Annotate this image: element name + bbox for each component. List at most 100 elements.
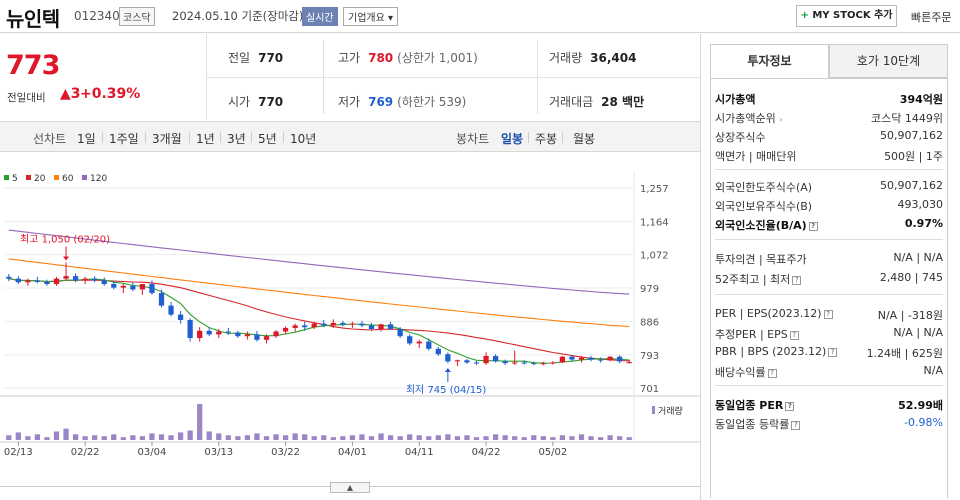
chevron-right-icon[interactable]: › bbox=[779, 115, 783, 124]
candle-body bbox=[92, 278, 98, 281]
price-chart[interactable]: 5 20 60 120 거래량 1,257 1,164 1,072 979 886 793 701… bbox=[0, 152, 700, 482]
row-value: 2,480 | 745 bbox=[879, 271, 943, 284]
high-arrow-head bbox=[63, 256, 70, 261]
volume-bar bbox=[378, 433, 384, 440]
row-divider bbox=[715, 385, 943, 386]
help-icon[interactable]: ? bbox=[785, 402, 795, 411]
high-annotation: 최고 1,050 (02/20) bbox=[20, 233, 110, 245]
volume-bar bbox=[521, 437, 527, 440]
stat-prev-label: 전일 bbox=[228, 51, 251, 65]
volume-bar bbox=[426, 436, 432, 440]
stat-amount-value: 28 백만 bbox=[601, 95, 645, 109]
help-icon[interactable]: ? bbox=[789, 331, 799, 340]
stock-name: 뉴인텍 bbox=[6, 7, 60, 31]
volume-bar bbox=[120, 437, 126, 440]
legend-swatch-20 bbox=[26, 175, 31, 180]
x-tick-label: 04/01 bbox=[338, 447, 367, 458]
legend-swatch-5 bbox=[4, 175, 9, 180]
candle-body bbox=[101, 280, 107, 285]
tab-hoga-10[interactable]: 호가 10단계 bbox=[829, 44, 948, 78]
candle-body bbox=[569, 356, 575, 360]
quick-order-link[interactable]: 빠른주문 bbox=[911, 11, 952, 24]
volume-bar bbox=[92, 435, 98, 440]
help-icon[interactable]: ? bbox=[828, 348, 838, 357]
row-label: PBR | BPS (2023.12)? bbox=[715, 345, 838, 358]
right-info-panel: 투자정보 호가 10단계 시가총액 394억원 시가총액순위 › 코스닥 1449위… bbox=[700, 34, 960, 500]
change-label: 전일대비 bbox=[7, 92, 46, 104]
volume-bar bbox=[387, 435, 394, 440]
help-icon[interactable]: ? bbox=[808, 222, 818, 231]
volume-bar bbox=[464, 435, 470, 440]
candle-body bbox=[292, 325, 298, 328]
stat-open-label: 시가 bbox=[228, 95, 251, 109]
candle-body bbox=[426, 341, 432, 349]
candle-tab-daily[interactable]: 일봉 bbox=[501, 132, 524, 146]
stat-low: 저가 769 (하한가 539) bbox=[338, 93, 466, 110]
period-tab-3y[interactable]: 3년 bbox=[227, 132, 246, 146]
volume-bar bbox=[216, 433, 222, 440]
stat-high-value: 780 bbox=[368, 51, 394, 65]
row-par: 액면가 | 매매단위 500원 | 1주 bbox=[715, 146, 943, 164]
help-icon[interactable]: ? bbox=[823, 310, 833, 319]
candle-body bbox=[540, 363, 546, 365]
chart-annotations: 최고 1,050 (02/20) 최저 745 (04/15) bbox=[20, 233, 486, 396]
candle-body bbox=[626, 362, 632, 364]
stat-low-limit: (하한가 539) bbox=[397, 95, 467, 109]
help-icon[interactable]: ? bbox=[792, 276, 802, 285]
stat-high-limit: (상한가 1,001) bbox=[397, 51, 478, 65]
candle-body bbox=[25, 280, 31, 283]
candle-body bbox=[330, 322, 336, 326]
volume-bar bbox=[617, 436, 623, 440]
candle-body bbox=[263, 336, 270, 340]
period-tab-1w[interactable]: 1주일 bbox=[109, 132, 139, 146]
row-label: 배당수익률? bbox=[715, 364, 777, 380]
per-label-text: PER | EPS(2023.12) bbox=[715, 307, 822, 320]
volume-bar bbox=[559, 435, 566, 440]
candle-body bbox=[588, 357, 594, 360]
chart-tab-bar: 선차트 1일 1주일 3개월 1년 3년 5년 10년 봉차트 일봉 주봉 월봉 bbox=[0, 121, 700, 152]
volume-bar bbox=[483, 436, 489, 440]
help-icon[interactable]: ? bbox=[767, 369, 777, 378]
candle-body bbox=[559, 356, 566, 363]
candle-body bbox=[512, 362, 518, 364]
realtime-button[interactable]: 실시간 bbox=[302, 7, 338, 26]
ma-line-5 bbox=[8, 278, 630, 364]
row-label: 외국인한도주식수(A) bbox=[715, 181, 813, 194]
row-label: 52주최고 | 최저? bbox=[715, 271, 802, 287]
candle-body bbox=[407, 336, 413, 344]
legend-swatch-120 bbox=[82, 175, 87, 180]
candle-body bbox=[139, 284, 146, 290]
candle-body bbox=[235, 332, 241, 337]
row-per: PER | EPS(2023.12)? N/A | -318원 bbox=[715, 305, 943, 323]
chart-legend: 5 20 60 120 bbox=[4, 174, 107, 184]
y-tick-label: 979 bbox=[640, 284, 659, 295]
row-mktcap: 시가총액 394억원 bbox=[715, 89, 943, 107]
candle-tab-weekly[interactable]: 주봉 bbox=[535, 132, 558, 146]
period-tab-1d[interactable]: 1일 bbox=[77, 132, 96, 146]
company-overview-dropdown[interactable]: 기업개요 ▾ bbox=[343, 7, 399, 26]
candle-body bbox=[158, 293, 165, 306]
period-tab-1y[interactable]: 1년 bbox=[196, 132, 215, 146]
add-my-stock-button[interactable]: + MY STOCK 추가 bbox=[796, 5, 897, 27]
x-tick-label: 05/02 bbox=[538, 447, 567, 458]
help-icon[interactable]: ? bbox=[791, 421, 801, 430]
quote-date: 2024.05.10 기준(장마감) bbox=[172, 9, 304, 23]
row-foreign-limit: 외국인한도주식수(A) 50,907,162 bbox=[715, 177, 943, 195]
current-price: 773 bbox=[6, 50, 60, 81]
volume-bar bbox=[607, 435, 613, 440]
ma-line-20 bbox=[8, 278, 630, 362]
legend-label-5: 5 bbox=[12, 174, 18, 184]
tab-invest-info[interactable]: 투자정보 bbox=[710, 44, 829, 78]
chevron-down-icon: ▾ bbox=[388, 13, 394, 24]
candle-body bbox=[597, 359, 604, 361]
candle-tab-monthly[interactable]: 월봉 bbox=[573, 132, 596, 146]
volume-bar bbox=[330, 437, 336, 440]
y-tick-label: 793 bbox=[640, 351, 659, 362]
chart-collapse-button[interactable]: ▲ bbox=[330, 482, 370, 493]
period-tab-10y[interactable]: 10년 bbox=[290, 132, 317, 146]
period-tab-5y[interactable]: 5년 bbox=[258, 132, 277, 146]
candles bbox=[6, 262, 632, 367]
candle-body bbox=[225, 331, 231, 333]
x-tick-label: 03/13 bbox=[204, 447, 233, 458]
period-tab-3m[interactable]: 3개월 bbox=[152, 132, 182, 146]
